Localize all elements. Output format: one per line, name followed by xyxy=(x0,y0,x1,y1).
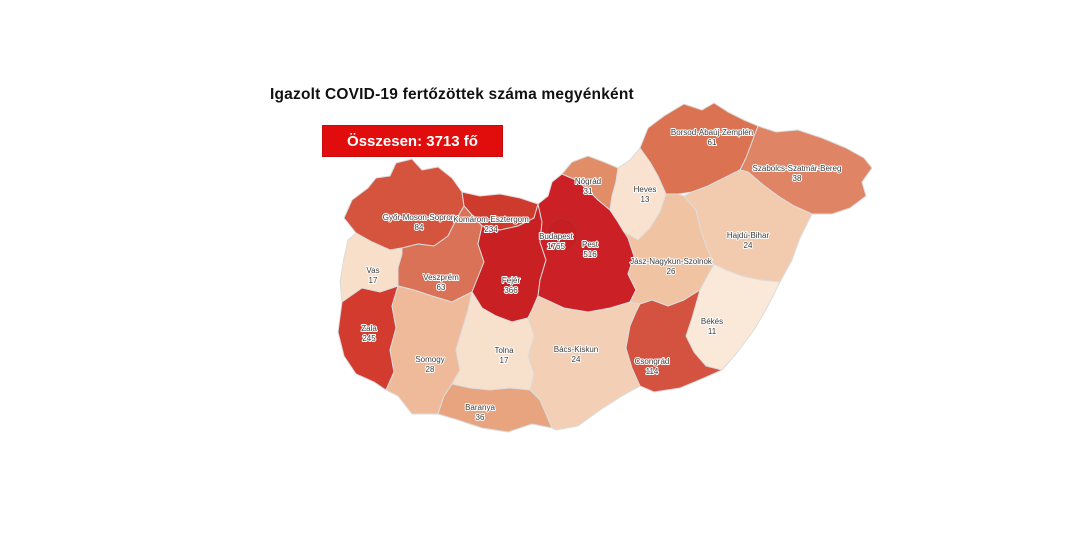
county-label-pest: Pest 516 xyxy=(582,240,599,259)
county-csongrad xyxy=(625,289,723,393)
county-label-bacs: Bács-Kiskun 24 xyxy=(554,345,598,364)
county-label-nograd: Nógrád 31 xyxy=(575,177,601,196)
county-label-borsod: Borsod-Abaúj-Zemplén 61 xyxy=(671,128,753,147)
county-label-tolna: Tolna 17 xyxy=(494,346,514,365)
county-label-jasz: Jász-Nagykun-Szolnok 26 xyxy=(630,257,713,276)
county-label-hajdu: Hajdú-Bihar 24 xyxy=(727,231,770,250)
county-label-somogy: Somogy 28 xyxy=(415,355,444,374)
chart-title: Igazolt COVID-19 fertőzöttek száma megyé… xyxy=(270,86,634,103)
county-label-fejer: Fejér 366 xyxy=(502,276,521,295)
county-label-komarom: Komárom-Esztergom 234 xyxy=(453,215,529,234)
county-label-zala: Zala 245 xyxy=(361,324,377,343)
county-label-heves: Heves 13 xyxy=(634,185,657,204)
county-label-baranya: Baranya 36 xyxy=(465,403,495,422)
county-label-veszprem: Veszprém 63 xyxy=(423,273,459,292)
county-label-gyor: Győr-Moson-Sopron 84 xyxy=(383,213,455,232)
county-label-csongrad: Csongrád 114 xyxy=(635,357,670,376)
county-bacs xyxy=(527,295,641,431)
county-baranya xyxy=(437,383,553,433)
county-label-szabolcs: Szabolcs-Szatmár-Bereg 38 xyxy=(753,164,842,183)
total-badge: Összesen: 3713 fő xyxy=(322,125,503,157)
county-budapest xyxy=(545,217,579,253)
county-label-vas: Vas 17 xyxy=(366,266,379,285)
county-label-budapest: Budapest 1765 xyxy=(539,232,574,251)
county-label-bekes: Békés 11 xyxy=(701,317,723,336)
